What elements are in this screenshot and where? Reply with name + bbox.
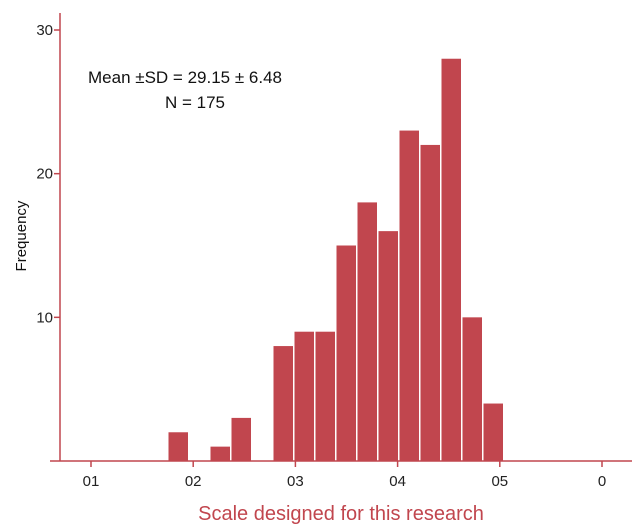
annotation-mean-sd: Mean ±SD = 29.15 ± 6.48 xyxy=(88,68,282,87)
histogram-bar xyxy=(378,231,398,461)
x-tick-label: 02 xyxy=(185,473,202,490)
histogram-bar xyxy=(210,446,230,461)
histogram-bar xyxy=(315,331,335,461)
x-tick-label: 01 xyxy=(83,473,100,490)
histogram-bar xyxy=(231,417,251,461)
x-tick-label: 04 xyxy=(389,473,406,490)
histogram-bar xyxy=(483,403,503,461)
histogram-bars xyxy=(168,58,503,462)
histogram-bar xyxy=(168,432,188,461)
y-ticks: 10 20 30 xyxy=(36,22,60,326)
histogram-bar xyxy=(357,202,377,461)
histogram-bar xyxy=(462,317,482,461)
x-tick-label: 0 xyxy=(598,473,606,490)
histogram-bar xyxy=(336,245,356,461)
histogram-bar xyxy=(441,58,461,461)
x-tick-label: 03 xyxy=(287,473,304,490)
histogram-bar xyxy=(294,331,314,461)
y-axis-label: Frequency xyxy=(13,200,30,271)
x-axis-label: Scale designed for this research xyxy=(198,503,484,525)
annotation-n: N = 175 xyxy=(165,93,225,112)
y-tick-label: 20 xyxy=(36,166,53,183)
histogram-bar xyxy=(420,144,440,461)
histogram-bar xyxy=(273,346,293,461)
x-ticks: 01 02 03 04 05 0 xyxy=(83,461,606,490)
y-tick-label: 10 xyxy=(36,309,53,326)
y-tick-label: 30 xyxy=(36,22,53,39)
histogram-bar xyxy=(399,130,419,462)
x-tick-label: 05 xyxy=(491,473,508,490)
